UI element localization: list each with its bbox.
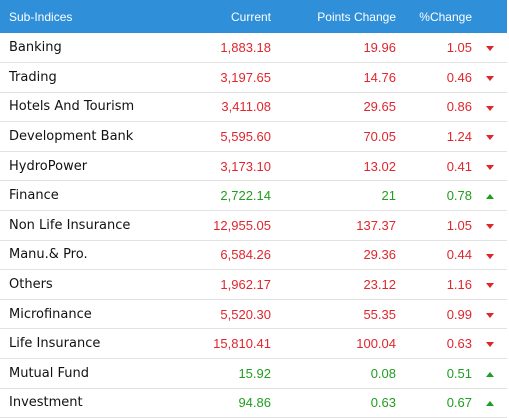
current-value: 6,584.26 <box>220 247 271 263</box>
current-value: 3,197.65 <box>220 69 271 85</box>
points-change-value: 13.02 <box>363 158 396 174</box>
points-change-value: 137.37 <box>356 217 396 233</box>
column-header-points-change[interactable]: Points Change <box>317 9 396 24</box>
current-value: 15.92 <box>238 365 271 381</box>
direction-cell <box>472 388 507 418</box>
table-row[interactable]: Mutual Fund 15.92 0.08 0.51 <box>0 359 507 389</box>
sub-index-name[interactable]: Banking <box>9 40 62 56</box>
current-value: 5,520.30 <box>220 306 271 322</box>
points-change-value: 55.35 <box>363 306 396 322</box>
current-value: 5,595.60 <box>220 129 271 145</box>
current-value: 15,810.41 <box>213 336 271 352</box>
pct-change-value: 0.67 <box>446 395 472 411</box>
arrow-down-icon <box>485 312 494 318</box>
sub-index-name[interactable]: Development Bank <box>9 129 134 145</box>
pct-change-value: 0.99 <box>446 306 472 322</box>
table-row[interactable]: Hotels And Tourism 3,411.08 29.65 0.86 <box>0 92 507 122</box>
direction-cell <box>472 270 507 300</box>
direction-cell <box>472 151 507 181</box>
points-change-value: 29.65 <box>363 99 396 115</box>
sub-index-name[interactable]: Investment <box>9 395 83 411</box>
sub-index-name[interactable]: Life Insurance <box>9 336 101 352</box>
direction-cell <box>472 329 507 359</box>
pct-change-value: 1.16 <box>446 277 472 293</box>
pct-change-value: 0.44 <box>446 247 472 263</box>
arrow-up-icon <box>485 194 494 200</box>
arrow-up-icon <box>485 371 494 377</box>
arrow-down-icon <box>485 135 494 141</box>
sub-index-name[interactable]: Manu.& Pro. <box>9 247 88 263</box>
direction-cell <box>472 299 507 329</box>
table-row[interactable]: Non Life Insurance 12,955.05 137.37 1.05 <box>0 211 507 241</box>
pct-change-value: 1.05 <box>446 40 472 56</box>
sub-index-name[interactable]: Trading <box>9 69 57 85</box>
current-value: 12,955.05 <box>213 217 271 233</box>
points-change-value: 70.05 <box>363 129 396 145</box>
column-header-direction <box>472 0 507 33</box>
sub-index-name[interactable]: HydroPower <box>9 158 88 174</box>
direction-cell <box>472 122 507 152</box>
arrow-down-icon <box>485 46 494 52</box>
table-row[interactable]: HydroPower 3,173.10 13.02 0.41 <box>0 151 507 181</box>
direction-cell <box>472 181 507 211</box>
column-header-sub-indices[interactable]: Sub-Indices <box>9 9 73 24</box>
direction-cell <box>472 359 507 389</box>
points-change-value: 19.96 <box>363 40 396 56</box>
arrow-down-icon <box>485 75 494 81</box>
arrow-up-icon <box>485 401 494 407</box>
pct-change-value: 1.05 <box>446 217 472 233</box>
pct-change-value: 0.86 <box>446 99 472 115</box>
pct-change-value: 1.24 <box>446 129 472 145</box>
table-row[interactable]: Manu.& Pro. 6,584.26 29.36 0.44 <box>0 240 507 270</box>
points-change-value: 0.63 <box>370 395 396 411</box>
pct-change-value: 0.46 <box>446 69 472 85</box>
current-value: 3,173.10 <box>220 158 271 174</box>
table-row[interactable]: Trading 3,197.65 14.76 0.46 <box>0 63 507 93</box>
points-change-value: 0.08 <box>370 365 396 381</box>
points-change-value: 23.12 <box>363 277 396 293</box>
current-value: 94.86 <box>238 395 271 411</box>
table-row[interactable]: Microfinance 5,520.30 55.35 0.99 <box>0 299 507 329</box>
current-value: 1,883.18 <box>220 40 271 56</box>
column-header-pct-change[interactable]: %Change <box>419 9 472 24</box>
pct-change-value: 0.78 <box>446 188 472 204</box>
table-row[interactable]: Development Bank 5,595.60 70.05 1.24 <box>0 122 507 152</box>
arrow-down-icon <box>485 223 494 229</box>
arrow-down-icon <box>485 164 494 170</box>
table-header-row: Sub-Indices Current Points Change %Chang… <box>0 0 507 33</box>
table-row[interactable]: Life Insurance 15,810.41 100.04 0.63 <box>0 329 507 359</box>
points-change-value: 14.76 <box>363 69 396 85</box>
pct-change-value: 0.41 <box>446 158 472 174</box>
direction-cell <box>472 240 507 270</box>
arrow-down-icon <box>485 283 494 289</box>
column-header-current[interactable]: Current <box>230 9 271 24</box>
table-row[interactable]: Banking 1,883.18 19.96 1.05 <box>0 33 507 63</box>
direction-cell <box>472 63 507 93</box>
sub-index-name[interactable]: Finance <box>9 188 59 204</box>
arrow-down-icon <box>485 342 494 348</box>
sub-index-name[interactable]: Non Life Insurance <box>9 217 131 233</box>
direction-cell <box>472 33 507 63</box>
table-row[interactable]: Investment 94.86 0.63 0.67 <box>0 388 507 418</box>
table-row[interactable]: Others 1,962.17 23.12 1.16 <box>0 270 507 300</box>
pct-change-value: 0.51 <box>446 365 472 381</box>
table-row[interactable]: Finance 2,722.14 21 0.78 <box>0 181 507 211</box>
sub-index-name[interactable]: Mutual Fund <box>9 365 89 381</box>
current-value: 3,411.08 <box>221 99 271 115</box>
direction-cell <box>472 92 507 122</box>
points-change-value: 21 <box>381 188 396 204</box>
pct-change-value: 0.63 <box>446 336 472 352</box>
direction-cell <box>472 211 507 241</box>
sub-index-name[interactable]: Others <box>9 277 53 293</box>
current-value: 2,722.14 <box>220 188 271 204</box>
sub-index-name[interactable]: Microfinance <box>9 306 92 322</box>
points-change-value: 29.36 <box>363 247 396 263</box>
points-change-value: 100.04 <box>356 336 396 352</box>
arrow-down-icon <box>485 105 494 111</box>
current-value: 1,962.17 <box>220 277 271 293</box>
arrow-down-icon <box>485 253 494 259</box>
sub-index-name[interactable]: Hotels And Tourism <box>9 99 135 115</box>
